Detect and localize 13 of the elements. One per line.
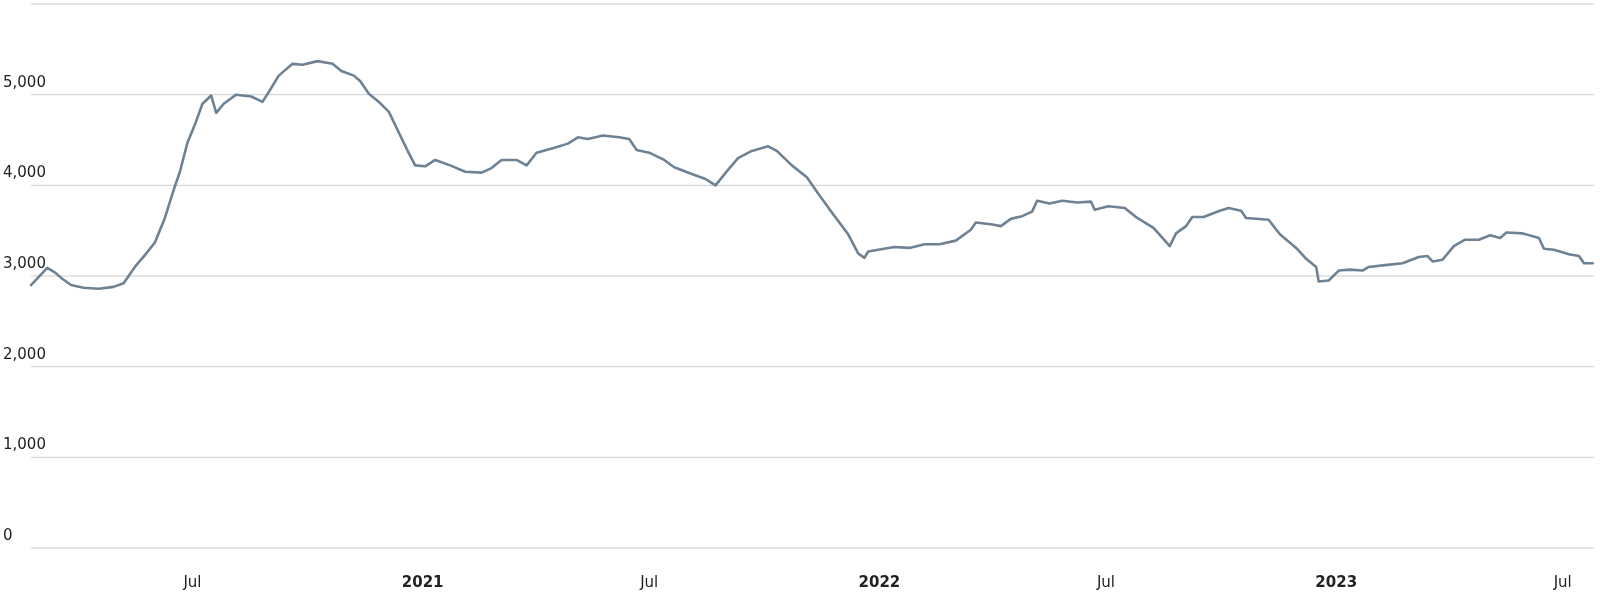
x-tick-label: Jul <box>1095 573 1116 591</box>
x-tick-label: Jul <box>1552 573 1572 591</box>
y-tick-label: 4,000 <box>3 163 46 182</box>
x-tick-label: 2021 <box>401 573 444 591</box>
x-tick-label: Jul <box>182 573 202 591</box>
y-tick-label: 5,000 <box>3 72 46 91</box>
y-tick-label: 3,000 <box>3 254 46 272</box>
x-tick-label: 2023 <box>1315 573 1358 591</box>
x-tick-label: 2022 <box>858 573 901 591</box>
y-tick-label: 0 <box>3 526 13 544</box>
y-tick-label: 1,000 <box>3 435 46 454</box>
y-tick-label: 2,000 <box>3 344 46 363</box>
x-tick-label: Jul <box>639 573 659 591</box>
